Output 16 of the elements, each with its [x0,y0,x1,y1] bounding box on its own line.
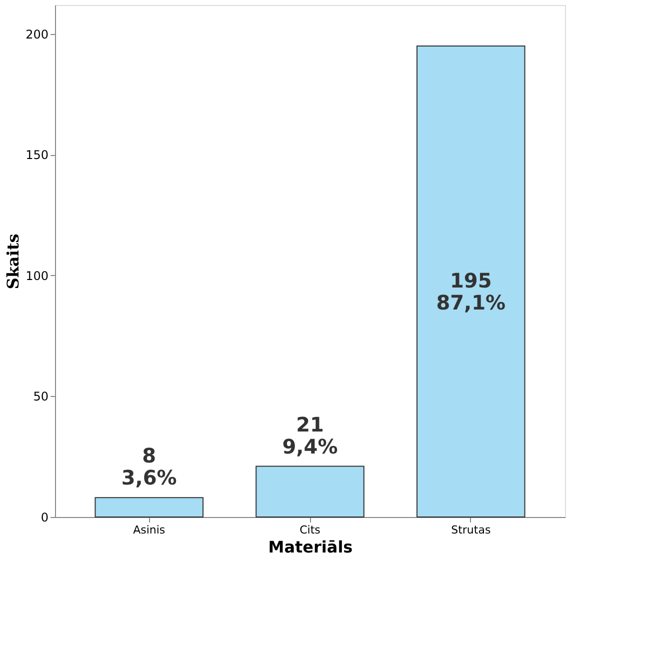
x-tick-label: Cits [300,524,321,536]
y-tick-label: 150 [26,148,48,162]
data-label: 195 87,1% [436,268,506,315]
x-tick-label: Strutas [451,524,491,536]
y-tick-label: 100 [26,268,48,283]
x-tick-label: Asinis [133,524,166,536]
data-label: 21 9,4% [282,412,338,458]
x-axis-title: Materiāls [268,538,353,556]
y-tick-label: 0 [40,510,48,524]
bar [416,46,526,518]
bar [94,497,204,518]
y-axis-title: Skaits [4,234,23,290]
bar [256,466,364,518]
y-tick-label: 200 [26,27,48,42]
y-tick-label: 50 [33,390,48,404]
data-label: 8 3,6% [121,444,177,490]
